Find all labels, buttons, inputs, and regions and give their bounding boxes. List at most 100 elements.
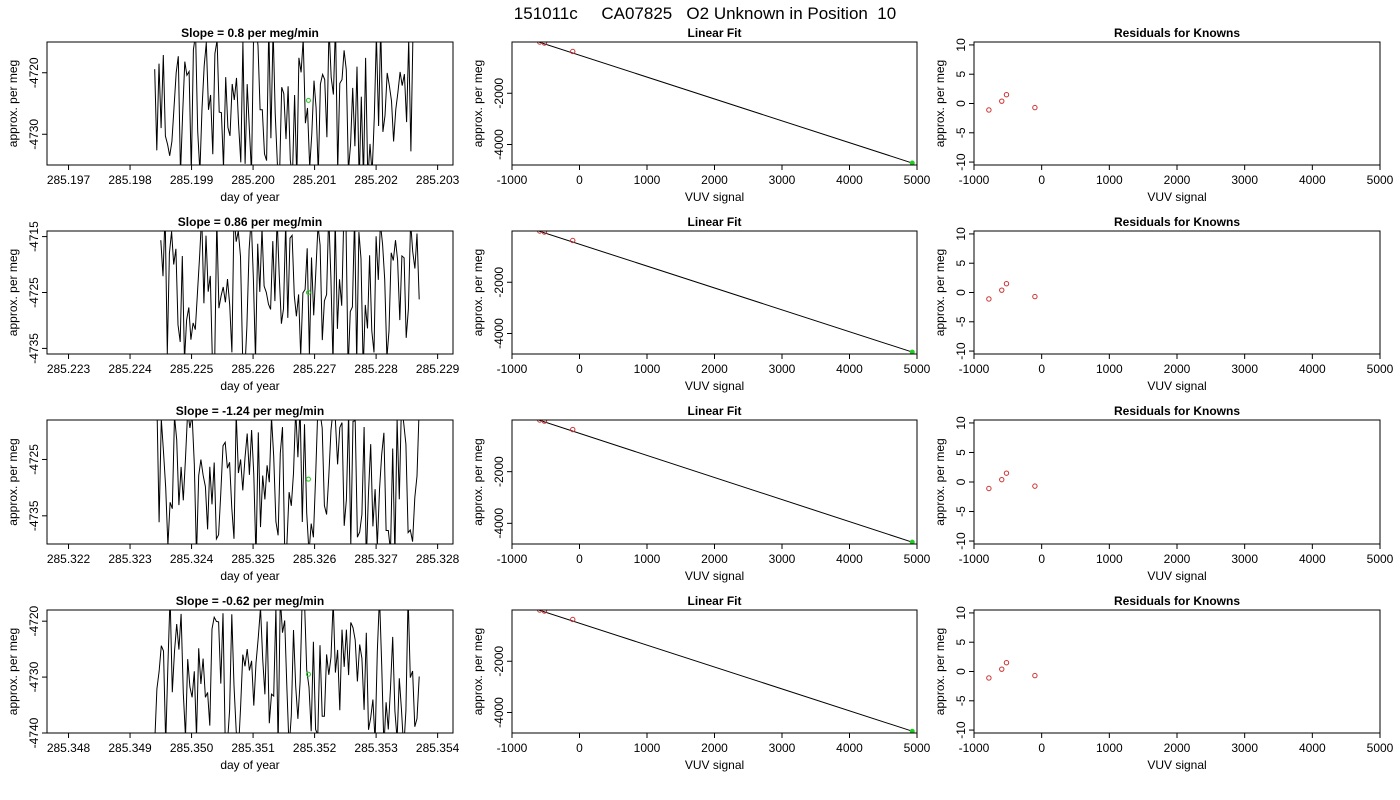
x-tick-label: 5000 <box>904 552 931 566</box>
y-tick-label: -5 <box>954 316 968 327</box>
y-tick-label: 10 <box>954 227 968 241</box>
x-tick-label: 4000 <box>1299 362 1326 376</box>
panel-title: Slope = -1.24 per meg/min <box>176 404 324 418</box>
x-tick-label: -1000 <box>959 552 990 566</box>
plot-area <box>536 42 915 165</box>
residual-point <box>1032 672 1038 679</box>
known-point <box>570 237 576 244</box>
y-tick-label: -2000 <box>492 646 506 677</box>
plot-area <box>536 420 915 544</box>
y-tick-label: 10 <box>954 606 968 620</box>
unknown-point <box>909 728 915 733</box>
panel-residuals-row-4: -1000 0 1000 2000 3000 4000 5000 10 5 0 -5 -10 Resid… <box>933 594 1394 772</box>
x-tick-label: 1000 <box>1096 173 1123 187</box>
x-tick-label: 1000 <box>634 552 661 566</box>
x-axis-label: day of year <box>220 569 279 583</box>
plot-frame <box>46 230 454 355</box>
x-tick-label: 0 <box>1038 173 1045 187</box>
y-tick-label: -2000 <box>492 456 506 487</box>
y-tick-label: -5 <box>954 506 968 517</box>
x-tick-label: 285.354 <box>416 741 460 755</box>
x-axis-label: VUV signal <box>1147 379 1206 393</box>
residual-point <box>999 476 1005 483</box>
y-axis-label: approx. per meg <box>471 628 485 715</box>
plot-frame <box>511 230 918 355</box>
y-tick-label: -5 <box>954 127 968 138</box>
x-tick-label: 285.225 <box>170 362 214 376</box>
y-axis-label: approx. per meg <box>933 249 947 336</box>
known-point <box>536 610 543 613</box>
x-tick-label: -1000 <box>497 741 528 755</box>
panel-time-series-row-2: 285.223 285.224 285.225 285.226 285.227 285.2… <box>6 215 460 393</box>
x-tick-label: -1000 <box>959 741 990 755</box>
x-tick-label: 285.352 <box>293 741 337 755</box>
x-tick-label: 3000 <box>769 362 796 376</box>
plot-frame <box>973 609 1381 734</box>
y-tick-label: 5 <box>954 449 968 456</box>
x-tick-label: 285.322 <box>47 552 91 566</box>
residual-point <box>999 98 1005 104</box>
fit-line <box>537 420 913 543</box>
y-tick-label: -4730 <box>27 661 41 692</box>
known-point <box>525 225 529 229</box>
unknown-marker <box>305 97 311 103</box>
x-axis-label: day of year <box>220 758 279 772</box>
panel-title: Linear Fit <box>687 26 741 40</box>
panel-title: Linear Fit <box>687 404 741 418</box>
plot-frame <box>973 230 1381 355</box>
x-tick-label: 4000 <box>1299 173 1326 187</box>
plot-frame <box>46 609 454 734</box>
y-tick-label: -4000 <box>492 129 506 160</box>
x-tick-label: 5000 <box>1367 741 1394 755</box>
y-tick-label: -4735 <box>27 333 41 364</box>
residual-point <box>986 107 992 113</box>
y-axis-label: approx. per meg <box>6 438 20 525</box>
x-tick-label: 1000 <box>634 173 661 187</box>
x-axis-label: VUV signal <box>685 569 744 583</box>
plot-area <box>154 610 420 733</box>
y-axis-label: approx. per meg <box>6 249 20 336</box>
residual-point <box>1003 281 1010 287</box>
x-tick-label: 4000 <box>836 173 863 187</box>
y-tick-label: -4740 <box>27 717 41 748</box>
x-tick-label: 0 <box>1038 552 1045 566</box>
y-axis-label: approx. per meg <box>933 60 947 147</box>
known-point <box>541 420 548 424</box>
panel-linear-fit-row-1: -1000 0 1000 2000 3000 4000 5000 -2000 -4000 Line… <box>471 26 931 204</box>
y-tick-label: -10 <box>954 153 968 171</box>
y-tick-label: -10 <box>954 342 968 360</box>
x-tick-label: 285.202 <box>354 173 398 187</box>
y-tick-label: 10 <box>954 38 968 52</box>
x-tick-label: 285.200 <box>231 173 275 187</box>
x-tick-label: 285.201 <box>293 173 337 187</box>
x-axis-label: day of year <box>220 190 279 204</box>
x-tick-label: 1000 <box>634 741 661 755</box>
x-tick-label: 285.203 <box>416 173 460 187</box>
y-tick-label: 0 <box>954 478 968 485</box>
x-tick-label: 285.325 <box>231 552 275 566</box>
y-tick-label: 10 <box>954 416 968 430</box>
x-tick-label: 5000 <box>904 362 931 376</box>
signal-trace <box>154 42 414 165</box>
plot-area <box>986 92 1038 113</box>
y-tick-label: -10 <box>954 532 968 550</box>
y-axis-label: approx. per meg <box>933 628 947 715</box>
x-tick-label: 3000 <box>769 173 796 187</box>
x-tick-label: 285.350 <box>170 741 214 755</box>
y-tick-label: -4720 <box>27 606 41 637</box>
x-tick-label: -1000 <box>497 362 528 376</box>
y-tick-label: -4725 <box>27 277 41 308</box>
y-tick-label: -10 <box>954 721 968 739</box>
y-tick-label: -4000 <box>492 508 506 539</box>
x-axis-label: day of year <box>220 379 279 393</box>
y-tick-label: 0 <box>954 289 968 296</box>
unknown-marker <box>305 671 311 677</box>
x-tick-label: 0 <box>1038 741 1045 755</box>
x-axis-label: VUV signal <box>1147 190 1206 204</box>
plot-frame <box>511 41 918 166</box>
x-tick-label: 285.228 <box>354 362 398 376</box>
x-tick-label: 0 <box>1038 362 1045 376</box>
x-tick-label: 2000 <box>1164 741 1191 755</box>
known-point <box>570 616 576 623</box>
